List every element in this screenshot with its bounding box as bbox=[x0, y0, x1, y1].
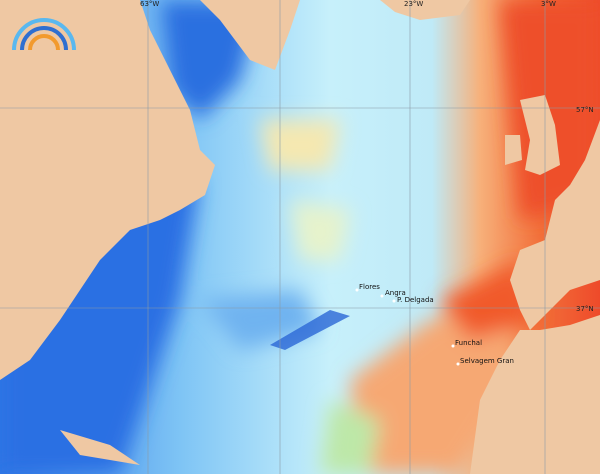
grid-label: 37°N bbox=[576, 305, 594, 313]
place-dots bbox=[355, 288, 460, 366]
grid-label: 23°W bbox=[404, 0, 423, 8]
place-label: Funchal bbox=[455, 339, 482, 347]
place-label: Angra bbox=[385, 289, 406, 297]
grid-label: 3°W bbox=[541, 0, 556, 8]
grid-label: 57°N bbox=[576, 106, 594, 114]
logo bbox=[12, 18, 76, 51]
place-label: Selvagem Gran bbox=[460, 357, 514, 365]
grid-label: 63°W bbox=[140, 0, 159, 8]
place-label: P. Delgada bbox=[397, 296, 434, 304]
place-label: Flores bbox=[359, 283, 380, 291]
